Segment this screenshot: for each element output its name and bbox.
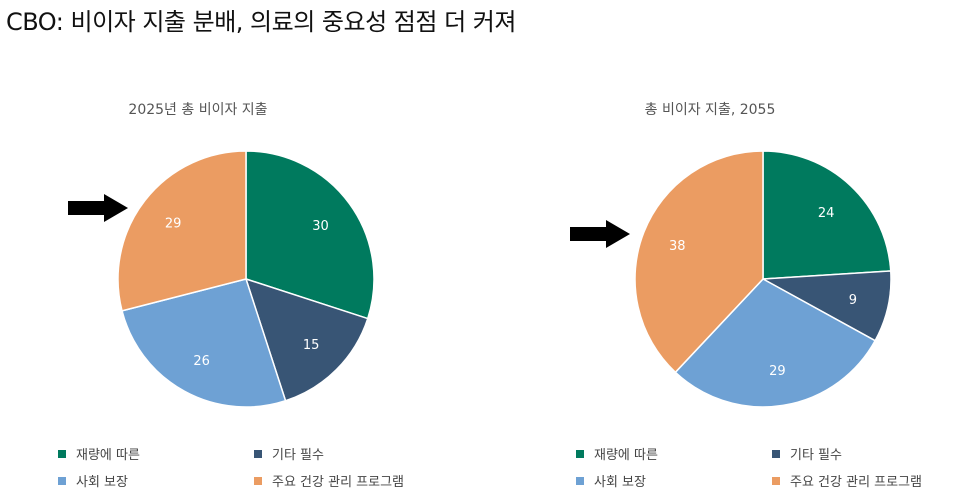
swatch-discretionary [58,449,66,458]
slice-value-label: 30 [312,219,329,234]
slice-value-label: 9 [849,293,857,308]
legend-item: 사회 보장 [576,471,646,490]
legend-label: 재량에 따른 [76,448,140,463]
pie-slice-discretionary [762,150,892,280]
swatch-health [772,476,780,485]
slice-value-label: 38 [669,239,686,254]
pie-right: 24 9 29 38 [634,150,892,408]
swatch-other-mandatory [772,449,780,458]
slice-value-label: 24 [818,206,835,221]
swatch-health [254,476,262,485]
legend-item: 주요 건강 관리 프로그램 [254,471,404,490]
slice-value-label: 15 [303,338,320,353]
legend-label: 사회 보장 [594,475,646,490]
legend-item: 기타 필수 [254,444,324,463]
chart-title-left: 2025년 총 비이자 지출 [128,102,267,118]
pie-slice-health [117,150,247,312]
legend-label: 재량에 따른 [594,448,658,463]
legend-item: 주요 건강 관리 프로그램 [772,471,922,490]
pie-slice-health [634,150,764,374]
legend-label: 기타 필수 [272,448,324,463]
legend-label: 주요 건강 관리 프로그램 [790,475,922,490]
legend-label: 기타 필수 [790,448,842,463]
legend-label: 주요 건강 관리 프로그램 [272,475,404,490]
swatch-discretionary [576,449,584,458]
pie-left: 30 15 26 29 [117,150,375,408]
arrow-left [68,194,128,222]
slice-value-label: 26 [193,354,210,369]
pie-slice-social-security [121,278,287,408]
pie-slice-social-security [674,278,877,408]
legend-item: 기타 필수 [772,444,842,463]
slice-value-label: 29 [769,364,786,379]
legend-item: 재량에 따른 [576,444,658,463]
page-title: CBO: 비이자 지출 분배, 의료의 중요성 점점 더 커져 [6,8,516,36]
legend-item: 사회 보장 [58,471,128,490]
slice-value-label: 29 [165,217,182,232]
swatch-other-mandatory [254,449,262,458]
swatch-social-security [576,476,584,485]
arrow-right [570,220,630,248]
swatch-social-security [58,476,66,485]
chart-title-right: 총 비이자 지출, 2055 [645,102,776,118]
legend-item: 재량에 따른 [58,444,140,463]
pie-slice-discretionary [245,150,375,320]
legend-label: 사회 보장 [76,475,128,490]
